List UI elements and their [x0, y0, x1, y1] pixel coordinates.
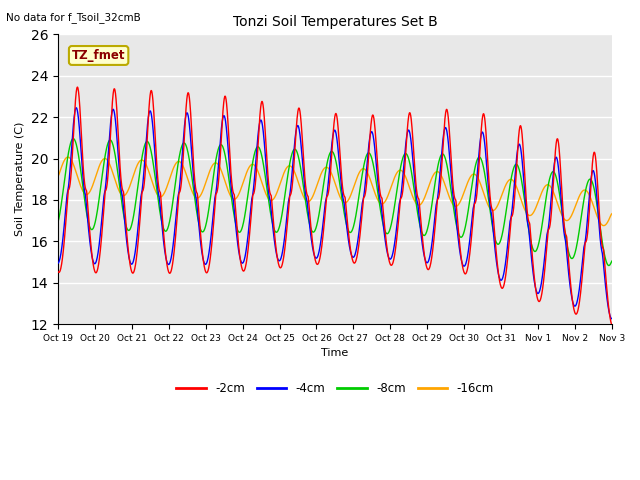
-16cm: [364, 169, 371, 175]
-8cm: [605, 263, 612, 268]
-2cm: [575, 305, 582, 311]
-16cm: [600, 223, 607, 228]
-8cm: [559, 216, 567, 222]
-8cm: [608, 258, 616, 264]
-8cm: [69, 136, 77, 142]
Title: Tonzi Soil Temperatures Set B: Tonzi Soil Temperatures Set B: [232, 15, 437, 29]
-16cm: [496, 197, 504, 203]
-4cm: [209, 217, 216, 223]
-8cm: [364, 151, 371, 157]
-2cm: [559, 209, 567, 215]
-16cm: [64, 154, 72, 160]
Line: -8cm: -8cm: [58, 139, 612, 265]
Text: No data for f_Tsoil_32cmB: No data for f_Tsoil_32cmB: [6, 12, 141, 23]
-2cm: [74, 84, 81, 90]
Line: -4cm: -4cm: [58, 108, 612, 319]
-16cm: [608, 211, 616, 216]
-16cm: [209, 162, 216, 168]
-2cm: [54, 269, 62, 275]
-4cm: [364, 159, 371, 165]
-8cm: [351, 217, 359, 223]
-8cm: [54, 218, 62, 224]
-2cm: [496, 280, 504, 286]
-8cm: [209, 178, 216, 184]
-2cm: [351, 260, 359, 265]
-4cm: [72, 105, 80, 110]
Legend: -2cm, -4cm, -8cm, -16cm: -2cm, -4cm, -8cm, -16cm: [172, 377, 499, 399]
-2cm: [209, 231, 216, 237]
X-axis label: Time: Time: [321, 348, 349, 359]
-8cm: [496, 239, 504, 245]
-4cm: [54, 260, 62, 266]
-16cm: [559, 215, 567, 220]
-8cm: [575, 232, 582, 238]
-16cm: [575, 195, 582, 201]
-4cm: [496, 276, 504, 282]
-2cm: [608, 322, 616, 328]
Y-axis label: Soil Temperature (C): Soil Temperature (C): [15, 122, 25, 237]
Line: -16cm: -16cm: [58, 157, 612, 226]
-4cm: [608, 316, 616, 322]
-4cm: [575, 292, 582, 298]
Text: TZ_fmet: TZ_fmet: [72, 49, 125, 62]
-16cm: [54, 173, 62, 179]
-2cm: [364, 174, 371, 180]
-16cm: [351, 180, 359, 186]
Line: -2cm: -2cm: [58, 87, 612, 325]
-4cm: [351, 252, 359, 257]
-4cm: [559, 221, 567, 227]
